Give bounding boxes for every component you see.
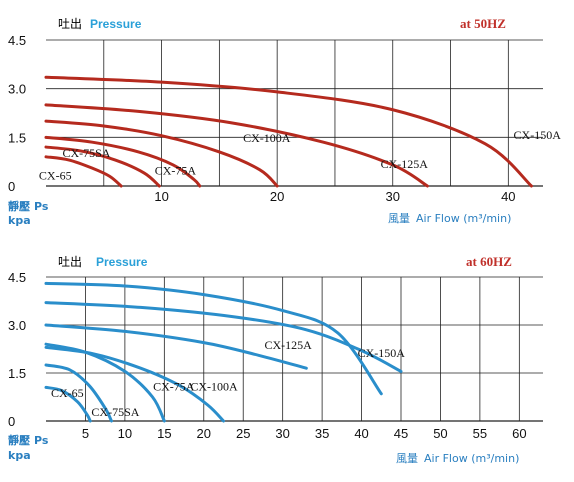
chart1-ylabel-unit: Ps: [34, 200, 49, 213]
series-label: CX-150A: [514, 128, 562, 142]
x-tick-label: 30: [386, 189, 400, 204]
chart-60hz: 吐出 Pressure at 60HZ 0 1.5 3.0 4.5 5 10 15 20 25…: [8, 254, 543, 465]
chart2-title-cn: 吐出: [58, 255, 82, 269]
x-tick-label: 20: [270, 189, 284, 204]
x-tick-label: 55: [473, 426, 487, 441]
x-tick-label: 50: [433, 426, 447, 441]
x-tick-label: 40: [501, 189, 515, 204]
series-line-cx-150a: [44, 75, 533, 188]
chart1-x-ticks: 10 20 30 40: [154, 189, 515, 204]
series-line-cx-100a: [44, 345, 225, 423]
series-label: CX-125A: [381, 157, 429, 171]
chart1-y-ticks: 0 1.5 3.0 4.5: [8, 33, 26, 194]
chart1-ylabel-sub: kpa: [8, 214, 31, 227]
x-tick-label: 15: [157, 426, 171, 441]
series-line-cx-125a: [44, 103, 429, 188]
chart2-xlabel-en: Air Flow (m³/min): [424, 452, 519, 465]
y-tick-label: 0: [8, 414, 15, 429]
series-label: CX-100A: [190, 380, 238, 394]
chart1-series: [44, 75, 533, 188]
series-line-cx-75sa: [44, 363, 113, 423]
chart1-title-en: Pressure: [90, 17, 142, 31]
chart1-frequency: at 50HZ: [460, 16, 506, 31]
x-tick-label: 5: [82, 426, 89, 441]
y-tick-label: 3.0: [8, 318, 26, 333]
series-line-cx-75a: [44, 135, 202, 188]
series-line-unlabeled: [44, 281, 383, 396]
y-tick-label: 1.5: [8, 130, 26, 145]
series-line-cx-65: [44, 155, 123, 188]
x-tick-label: 10: [154, 189, 168, 204]
x-tick-label: 25: [236, 426, 250, 441]
y-tick-label: 1.5: [8, 366, 26, 381]
series-label: CX-65: [39, 169, 72, 183]
series-line-cx-100a: [44, 119, 279, 188]
x-tick-label: 30: [275, 426, 289, 441]
x-tick-label: 45: [394, 426, 408, 441]
y-tick-label: 4.5: [8, 33, 26, 48]
chart2-title-en: Pressure: [96, 255, 148, 269]
series-label: CX-125A: [265, 338, 313, 352]
chart1-grid: [46, 39, 543, 187]
chart1-xlabel-cn: 風量: [388, 212, 410, 225]
series-line-cx-65: [44, 385, 92, 423]
series-line-cx-75a: [44, 342, 166, 423]
chart2-xlabel-cn: 風量: [396, 452, 418, 465]
x-tick-label: 60: [512, 426, 526, 441]
series-label: CX-65: [51, 386, 84, 400]
x-tick-label: 35: [315, 426, 329, 441]
chart2-ylabel-sub: kpa: [8, 449, 31, 462]
chart2-grid: [46, 276, 543, 422]
chart2-y-ticks: 0 1.5 3.0 4.5: [8, 270, 26, 429]
series-label: CX-75SA: [91, 405, 139, 419]
chart2-ylabel-unit: Ps: [34, 434, 49, 447]
chart2-x-ticks: 5 10 15 20 25 30 35 40 45 50 55 60: [82, 426, 527, 441]
chart2-series: [44, 281, 403, 423]
chart1-title-cn: 吐出: [58, 17, 82, 31]
series-label: CX-75SA: [62, 146, 110, 160]
chart1-xlabel-en: Air Flow (m³/min): [416, 212, 511, 225]
chart1-ylabel-cn: 靜壓: [8, 199, 30, 213]
x-tick-label: 40: [354, 426, 368, 441]
series-line-cx-125a: [44, 323, 308, 370]
series-line-cx-75sa: [44, 145, 161, 188]
chart2-ylabel-cn: 靜壓: [8, 433, 30, 447]
series-label: CX-75A: [153, 380, 195, 394]
chart1-series-labels: CX-65 CX-75SA CX-75A CX-100A CX-125A CX-150A: [39, 128, 561, 183]
chart-50hz: 吐出 Pressure at 50HZ 01.53.04.5 10 20 30 40 …: [8, 16, 561, 227]
series-label: CX-150A: [358, 346, 406, 360]
series-line-cx-150a: [44, 301, 403, 373]
series-label: CX-75A: [155, 164, 197, 178]
x-tick-label: 10: [118, 426, 132, 441]
chart2-frequency: at 60HZ: [466, 254, 512, 269]
series-label: CX-100A: [243, 131, 291, 145]
y-tick-label: 0: [8, 179, 15, 194]
y-tick-label: 4.5: [8, 270, 26, 285]
y-tick-label: 3.0: [8, 82, 26, 97]
x-tick-label: 20: [197, 426, 211, 441]
